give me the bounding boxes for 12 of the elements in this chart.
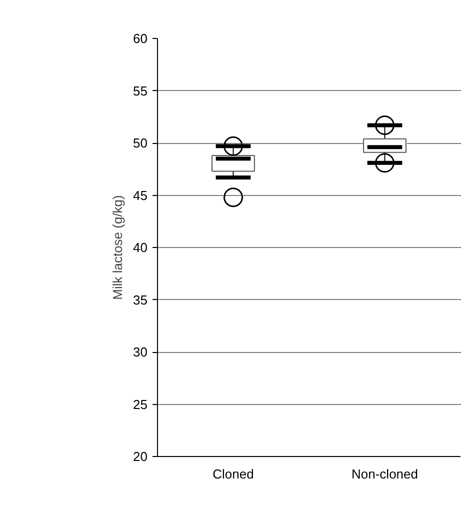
y-axis-title: Milk lactose (g/kg)	[110, 195, 126, 300]
y-tick-label: 50	[133, 136, 148, 150]
y-tick-label: 60	[133, 31, 148, 46]
y-tick-label: 35	[133, 292, 148, 308]
y-tick-label: 45	[133, 188, 148, 203]
x-tick-label: Cloned	[212, 466, 254, 482]
y-tick-label: 20	[133, 449, 148, 464]
x-tick-label: Non-cloned	[352, 466, 418, 482]
y-tick-label: 25	[133, 396, 148, 412]
y-tick-label: 55	[133, 83, 148, 98]
y-tick-label: 40	[133, 240, 148, 255]
y-tick-label: 30	[133, 344, 148, 360]
